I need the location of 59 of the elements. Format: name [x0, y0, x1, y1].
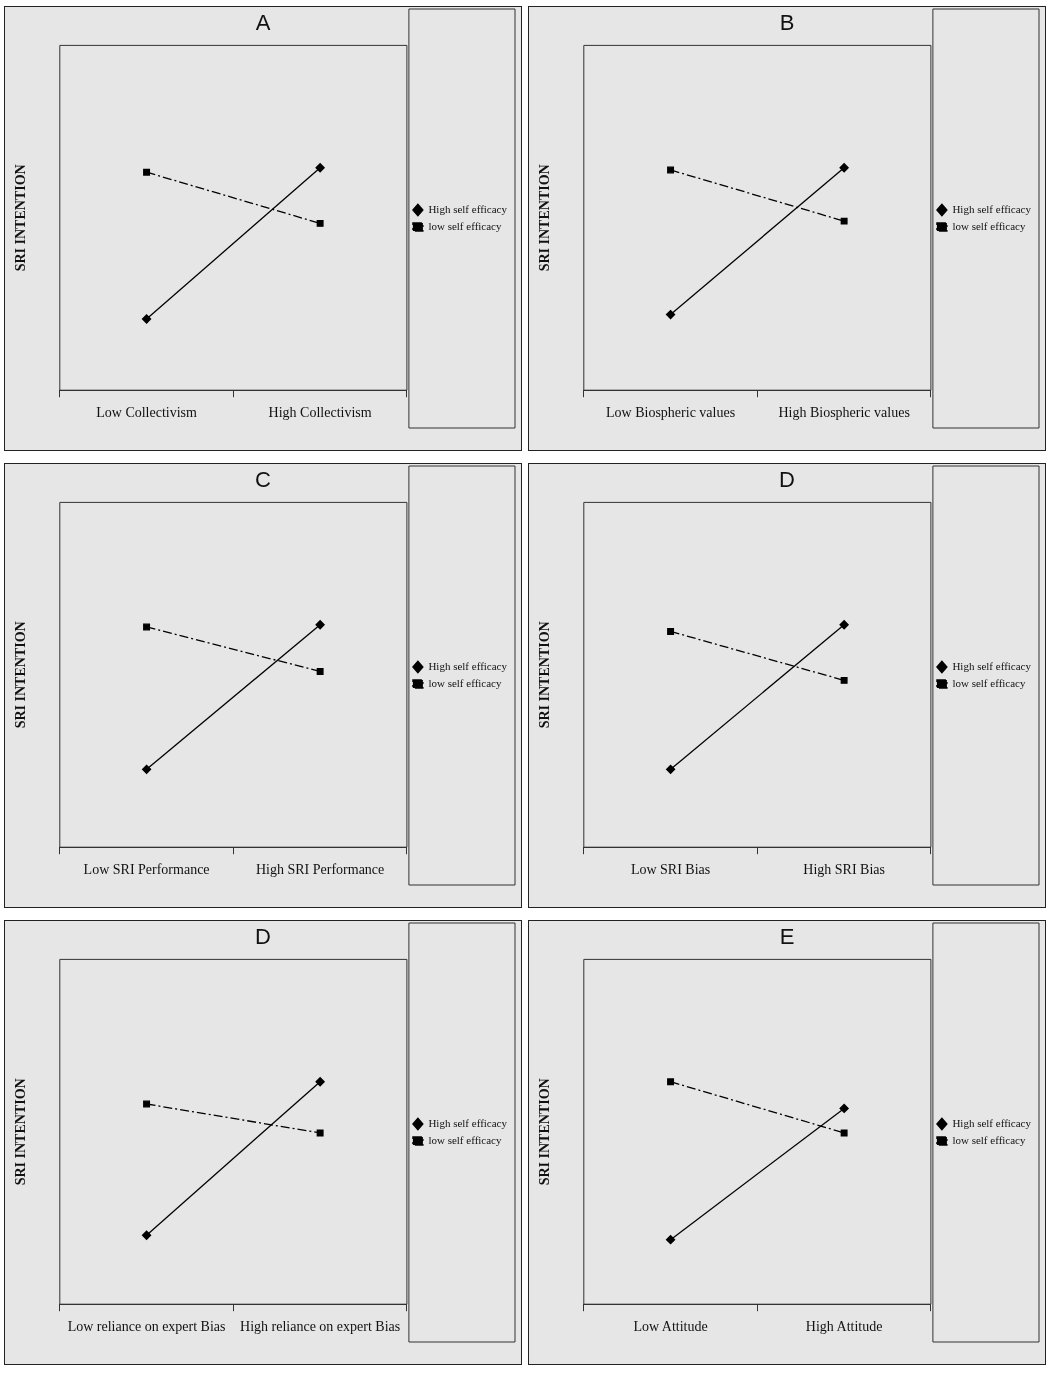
point [315, 1077, 325, 1087]
legend-label: High self efficacy [428, 202, 508, 215]
x-tick-label: High Attitude [805, 1319, 883, 1335]
point [667, 166, 675, 174]
point [665, 1235, 676, 1245]
legend-label: low self efficacy [428, 1133, 502, 1146]
point [141, 764, 152, 774]
legend-label: low self efficacy [952, 219, 1026, 232]
legend-label: low self efficacy [952, 676, 1026, 689]
legend-label: High self efficacy [952, 1116, 1032, 1129]
chart-title: D [255, 924, 271, 950]
x-tick-label: High reliance on expert Bias [240, 1319, 401, 1335]
legend-label: High self efficacy [952, 659, 1032, 672]
x-tick-label: Low reliance on expert Bias [67, 1319, 226, 1335]
legend-label: low self efficacy [428, 676, 502, 689]
point [839, 620, 849, 630]
x-tick-label: Low SRI Performance [83, 862, 210, 878]
point [143, 168, 151, 176]
y-axis-title: SRI INTENTION [537, 164, 553, 272]
point [141, 314, 152, 324]
point [840, 1129, 848, 1137]
legend-label: High self efficacy [428, 1116, 508, 1129]
point [316, 1129, 324, 1137]
x-tick-label: High SRI Bias [803, 862, 885, 878]
point [316, 667, 324, 675]
point [840, 217, 848, 225]
point [315, 163, 325, 173]
y-axis-title: SRI INTENTION [537, 1078, 553, 1186]
y-axis-title: SRI INTENTION [13, 621, 29, 729]
point [665, 309, 676, 320]
legend-label: low self efficacy [428, 219, 502, 232]
point [316, 219, 324, 227]
point [840, 676, 848, 684]
x-tick-label: High SRI Performance [255, 862, 385, 878]
chart-title: A [255, 10, 271, 36]
x-tick-label: Low Collectivism [96, 405, 198, 421]
x-tick-label: Low SRI Bias [630, 862, 711, 878]
chart-title: C [255, 467, 272, 493]
x-tick-label: High Collectivism [268, 405, 372, 421]
point [839, 1103, 849, 1114]
point [141, 1230, 152, 1240]
legend-label: High self efficacy [428, 659, 508, 672]
y-axis-title: SRI INTENTION [13, 1078, 29, 1186]
chart-title: B [779, 10, 795, 36]
point [839, 163, 849, 173]
point [143, 623, 151, 631]
y-axis-title: SRI INTENTION [537, 621, 553, 729]
x-tick-label: Low Biospheric values [606, 405, 736, 421]
point [667, 627, 675, 635]
point [315, 620, 325, 630]
legend-label: low self efficacy [952, 1133, 1026, 1146]
legend-label: High self efficacy [952, 202, 1032, 215]
chart-title: D [779, 467, 795, 493]
point [667, 1078, 675, 1086]
chart-title: E [779, 924, 795, 950]
x-tick-label: High Biospheric values [778, 405, 910, 421]
y-axis-title: SRI INTENTION [13, 164, 29, 272]
x-tick-label: Low Attitude [633, 1319, 708, 1335]
point [665, 764, 676, 774]
